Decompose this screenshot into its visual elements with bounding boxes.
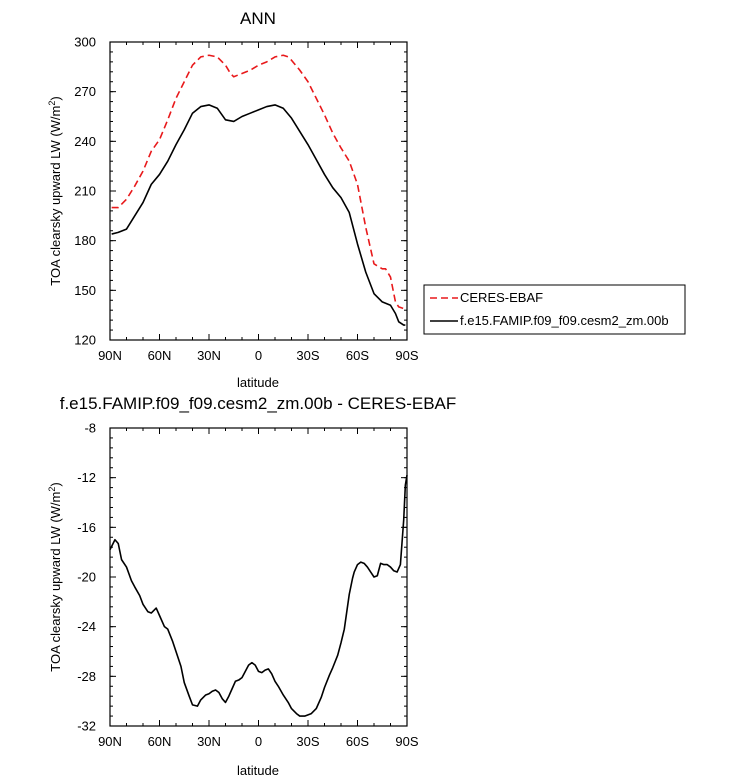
top-x-tick-label: 0	[255, 348, 262, 363]
top-series-line-1	[111, 104, 406, 326]
legend: CERES-EBAF f.e15.FAMIP.f09_f09.cesm2_zm.…	[423, 284, 686, 335]
bottom-plot-area: 90N 60N 30N 0 30S 60S 90S -32 -28 -24 -20 -16 -12 -8	[77, 421, 419, 750]
bottom-y-tick-label: -12	[77, 470, 96, 485]
top-x-tick-label: 60N	[148, 348, 172, 363]
top-y-tick-label: 270	[74, 84, 96, 99]
bottom-y-label-sup: 2	[47, 487, 57, 492]
top-y-label-main: TOA clearsky upward LW (W/m	[48, 106, 63, 286]
bottom-x-tick-label: 30N	[197, 734, 221, 749]
top-x-axis-label: latitude	[237, 375, 279, 390]
top-y-tick-label: 240	[74, 134, 96, 149]
bottom-y-label-tail: )	[48, 482, 63, 486]
top-y-tick-label: 120	[74, 333, 96, 348]
bottom-chart-title: f.e15.FAMIP.f09_f09.cesm2_zm.00b - CERES…	[60, 394, 457, 413]
bottom-x-tick-label: 90N	[98, 734, 122, 749]
bottom-x-tick-label: 30S	[296, 734, 319, 749]
top-chart: ANN 90N 60N 30N 0 30S 60S 90S 120 150 180 210 240 27…	[47, 9, 686, 390]
legend-label-ceres-ebaf: CERES-EBAF	[460, 290, 543, 305]
top-plot-area: 90N 60N 30N 0 30S 60S 90S 120 150 180 210 240 270 300	[74, 35, 419, 364]
bottom-x-tick-label: 90S	[395, 734, 418, 749]
bottom-chart: f.e15.FAMIP.f09_f09.cesm2_zm.00b - CERES…	[47, 394, 456, 778]
top-chart-title: ANN	[240, 9, 276, 28]
bottom-y-tick-label: -8	[84, 421, 96, 436]
top-x-tick-label: 60S	[346, 348, 369, 363]
bottom-x-tick-label: 60N	[148, 734, 172, 749]
top-y-label-sup: 2	[47, 101, 57, 106]
top-y-tick-label: 300	[74, 35, 96, 50]
top-x-tick-label: 30N	[197, 348, 221, 363]
legend-label-cesm2: f.e15.FAMIP.f09_f09.cesm2_zm.00b	[460, 313, 669, 328]
bottom-y-tick-label: -24	[77, 619, 96, 634]
bottom-y-tick-label: -20	[77, 570, 96, 585]
bottom-y-label-main: TOA clearsky upward LW (W/m	[48, 492, 63, 672]
top-x-tick-label: 30S	[296, 348, 319, 363]
legend-box	[423, 284, 686, 335]
top-y-label-tail: )	[48, 96, 63, 100]
bottom-y-tick-label: -28	[77, 669, 96, 684]
top-y-tick-label: 150	[74, 283, 96, 298]
top-frame	[109, 41, 408, 341]
bottom-x-tick-label: 60S	[346, 734, 369, 749]
bottom-y-tick-label: -16	[77, 520, 96, 535]
bottom-frame	[109, 427, 408, 727]
top-series-line-0	[111, 54, 406, 310]
bottom-y-axis-label: TOA clearsky upward LW (W/m2)	[47, 482, 63, 671]
top-y-tick-label: 180	[74, 233, 96, 248]
top-y-tick-label: 210	[74, 184, 96, 199]
top-x-tick-label: 90S	[395, 348, 418, 363]
top-y-axis-label: TOA clearsky upward LW (W/m2)	[47, 96, 63, 285]
bottom-x-axis-label: latitude	[237, 763, 279, 778]
bottom-y-tick-label: -32	[77, 719, 96, 734]
top-x-tick-label: 90N	[98, 348, 122, 363]
bottom-series-line-0	[109, 475, 408, 717]
bottom-x-tick-label: 0	[255, 734, 262, 749]
